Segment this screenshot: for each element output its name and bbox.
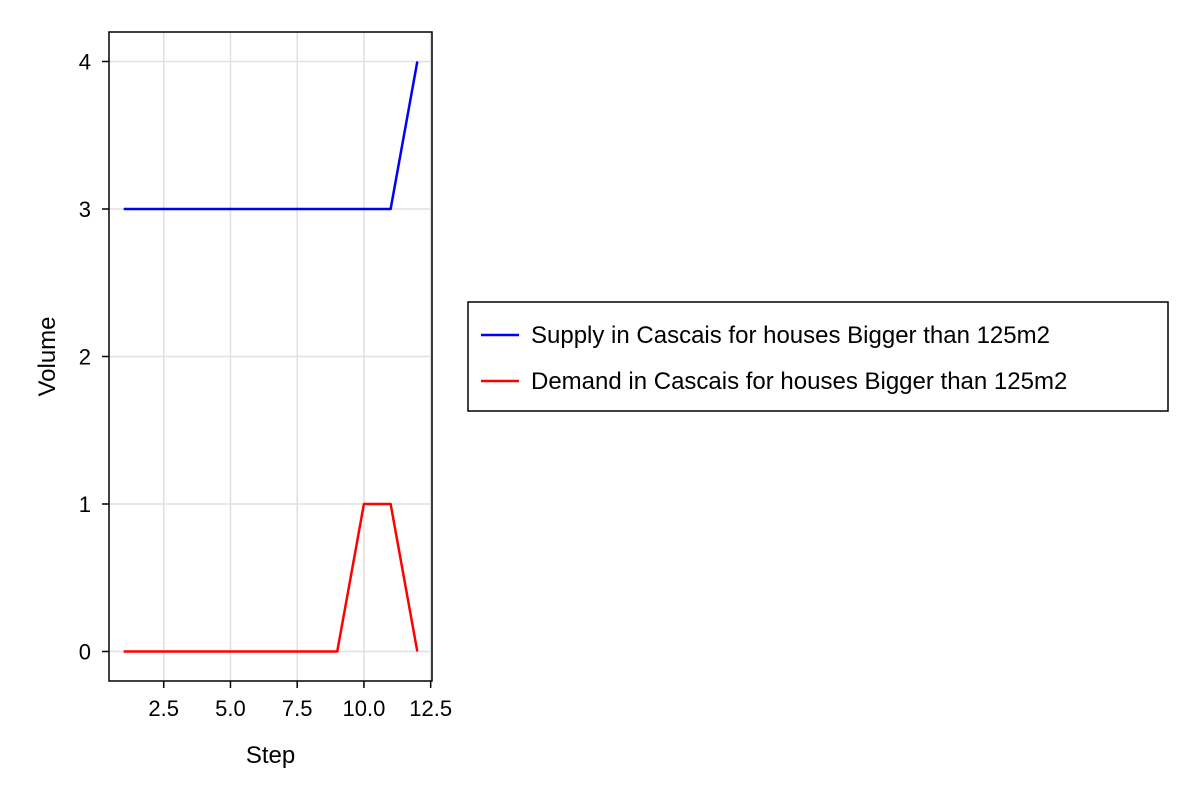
x-tick-label: 10.0 — [343, 696, 386, 721]
x-tick-label: 12.5 — [409, 696, 452, 721]
legend: Supply in Cascais for houses Bigger than… — [467, 301, 1169, 412]
legend-label: Supply in Cascais for houses Bigger than… — [531, 322, 1050, 349]
y-tick-label: 1 — [79, 492, 91, 517]
x-axis-title: Step — [246, 742, 295, 769]
y-axis-title: Volume — [34, 316, 61, 396]
x-tick-label: 7.5 — [282, 696, 313, 721]
legend-label: Demand in Cascais for houses Bigger than… — [531, 368, 1067, 395]
axis-ticks: 2.5 5.0 7.5 10.0 12.5 0 1 2 3 4 — [79, 50, 452, 722]
series-lines — [123, 61, 419, 653]
legend-box — [467, 301, 1169, 412]
x-tick-label: 2.5 — [148, 696, 179, 721]
grid-lines — [109, 32, 432, 681]
y-tick-label: 2 — [79, 345, 91, 370]
series-line-demand — [123, 502, 419, 653]
x-tick-label: 5.0 — [215, 696, 246, 721]
series-line-supply — [123, 61, 419, 211]
y-tick-label: 4 — [79, 50, 91, 75]
y-tick-label: 0 — [79, 640, 91, 665]
y-tick-label: 3 — [79, 197, 91, 222]
